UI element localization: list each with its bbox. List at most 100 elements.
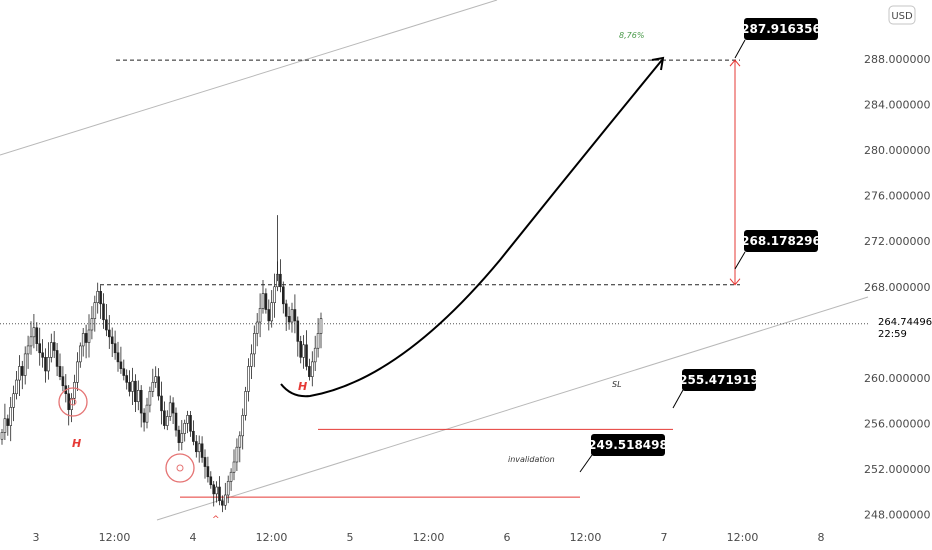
candle-body [93,302,97,319]
x-tick-label: 8 [818,531,825,544]
candle-body [313,347,317,363]
candle-body [38,343,42,354]
candle-body [160,395,163,412]
y-tick-label: 280.000000 [864,144,930,157]
candle-body [154,376,157,383]
candle-body [18,366,21,381]
candle-body [12,393,15,408]
breakout-callout-label: 268.178296 [741,234,821,248]
pattern-circle-left [58,387,88,417]
measure-top-arrowhead [729,59,741,67]
candle-body [212,484,215,495]
invalidation-callout-leader [579,454,593,473]
x-tick-label: 12:00 [413,531,445,544]
candle-body [238,435,242,448]
tiny-marker: ^ [212,515,220,525]
invalidation-callout-box [591,434,665,456]
currency-badge[interactable]: USD [888,5,916,25]
candle-body [110,336,114,344]
candle-body [55,350,59,367]
price-axis[interactable]: 288.000000 284.000000 280.000000 276.000000… [864,53,930,521]
candle-body [137,390,140,402]
candle-body [151,382,155,392]
candle-body [218,486,221,501]
target-callout[interactable]: 287.916356 [734,18,821,59]
candle-body [261,293,265,309]
y-tick-label: 248.000000 [864,508,930,521]
candle-body [264,293,268,310]
candle-body [203,457,207,467]
lower-channel-line [156,296,869,521]
candle-body [302,344,305,358]
candle-body [90,318,94,331]
candle-body [9,407,12,426]
current-price-tag-box [870,312,930,341]
candle-body [299,341,303,358]
candle-body [52,342,56,351]
candle-body [247,366,250,392]
candle-body [290,309,294,323]
target-callout-box [744,18,818,40]
candle-body [258,308,262,323]
candle-body [73,382,76,399]
x-tick-label: 4 [190,531,197,544]
y-tick-label: 256.000000 [864,417,930,430]
time-axis[interactable]: 3 12:00 4 12:00 5 12:00 6 12:00 7 12:00 8 [33,531,825,544]
invalidation-callout[interactable]: 249.518498 [579,434,668,473]
projection-curve [280,59,663,398]
candle-body [119,361,123,369]
candle-body [15,379,18,395]
breakout-callout-box [744,230,818,252]
y-tick-label: 268.000000 [864,281,930,294]
candle-body [235,446,239,463]
candle-body [26,345,30,355]
candle-body [148,391,152,406]
pattern-circle-mid [165,453,195,483]
percent-note: 8,76% [619,31,644,40]
candle-body [87,329,91,343]
candle-body [128,382,131,392]
stop-loss-callout-box [682,369,756,391]
y-tick-label: 272.000000 [864,235,930,248]
breakout-callout[interactable]: 268.178296 [734,230,821,270]
stop-loss-callout[interactable]: 255.471919 [672,369,759,409]
candle-body [35,327,39,344]
candle-body [84,333,88,343]
candle-body [134,380,137,402]
plot-area[interactable] [0,0,868,528]
target-callout-leader [734,39,746,59]
target-callout-label: 287.916356 [741,22,821,36]
candle-body [197,443,201,453]
candle-body [270,302,274,322]
y-tick-label: 252.000000 [864,463,930,476]
candle-body [61,376,65,387]
candle-body [116,352,120,363]
candle-body [166,416,169,426]
candle-body [206,466,210,478]
invalidation-callout-label: 249.518498 [588,438,668,452]
candle-body [310,361,314,377]
currency-badge-box [888,5,916,25]
candle-body [305,344,308,367]
candle-body [316,333,320,349]
candle-body [142,412,146,423]
candle-body [76,361,79,383]
candle-body [250,353,253,367]
breakout-callout-leader [734,251,746,270]
candle-body [47,357,50,372]
candle-body [174,412,178,431]
candle-body [139,390,143,414]
candlestick-series [0,215,323,513]
sl-note: SL [612,380,622,389]
x-tick-label: 12:00 [256,531,288,544]
candle-body [296,320,300,342]
candle-body [99,291,102,305]
x-tick-label: 12:00 [727,531,759,544]
candle-body [96,291,99,303]
candle-body [177,429,181,443]
candle-body [293,309,297,322]
candle-body [49,342,53,358]
candle-body [200,443,204,458]
candle-body [0,432,4,440]
